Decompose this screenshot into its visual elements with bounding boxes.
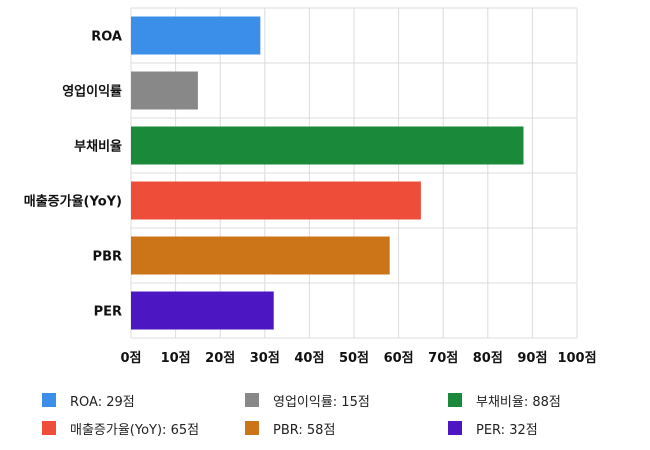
bar-2 — [131, 126, 524, 165]
legend-swatch-2 — [448, 393, 462, 407]
legend-label-3: 매출증가율(YoY): 65점 — [70, 422, 200, 438]
x-tick-label-10: 100점 — [557, 351, 596, 366]
legend-label-4: PBR: 58점 — [273, 422, 336, 438]
legend-label-5: PER: 32점 — [476, 422, 538, 438]
legend-label-1: 영업이익률: 15점 — [273, 394, 370, 410]
x-tick-label-5: 50점 — [339, 351, 369, 366]
bar-5 — [131, 291, 274, 330]
x-tick-label-7: 70점 — [428, 351, 458, 366]
legend-item-0: ROA: 29점 — [42, 391, 245, 410]
bar-0 — [131, 16, 261, 55]
legend-item-4: PBR: 58점 — [245, 419, 448, 438]
category-label-4: PBR — [93, 250, 122, 265]
legend-swatch-5 — [448, 421, 462, 435]
bars — [131, 16, 524, 330]
legend-item-5: PER: 32점 — [448, 419, 622, 438]
legend-label-0: ROA: 29점 — [70, 394, 135, 410]
category-label-5: PER — [94, 305, 122, 320]
x-tick-label-4: 40점 — [294, 351, 324, 366]
x-axis-ticks: 0점 10점 20점 30점 40점 50점 60점 70점 80점 90점 100점 — [120, 351, 596, 366]
legend-swatch-0 — [42, 393, 56, 407]
x-tick-label-2: 20점 — [205, 351, 235, 366]
gridlines — [130, 7, 578, 339]
category-label-0: ROA — [91, 30, 122, 45]
category-label-2: 부채비율 — [74, 139, 122, 155]
legend-label-2: 부채비율: 88점 — [476, 394, 561, 410]
category-label-1: 영업이익률 — [62, 84, 122, 100]
bar-1 — [131, 71, 198, 110]
legend-item-1: 영업이익률: 15점 — [245, 391, 448, 410]
x-tick-label-6: 60점 — [384, 351, 414, 366]
legend-swatch-1 — [245, 393, 259, 407]
legend-item-3: 매출증가율(YoY): 65점 — [42, 419, 245, 438]
x-tick-label-9: 90점 — [517, 351, 547, 366]
x-tick-label-0: 0점 — [120, 351, 141, 366]
x-tick-label-1: 10점 — [161, 351, 191, 366]
bar-4 — [131, 236, 390, 275]
legend-swatch-3 — [42, 421, 56, 435]
category-label-3: 매출증가율(YoY) — [24, 194, 122, 210]
x-tick-label-8: 80점 — [473, 351, 503, 366]
legend-item-2: 부채비율: 88점 — [448, 391, 622, 410]
legend-swatch-4 — [245, 421, 259, 435]
x-tick-label-3: 30점 — [250, 351, 280, 366]
bar-3 — [131, 181, 421, 220]
